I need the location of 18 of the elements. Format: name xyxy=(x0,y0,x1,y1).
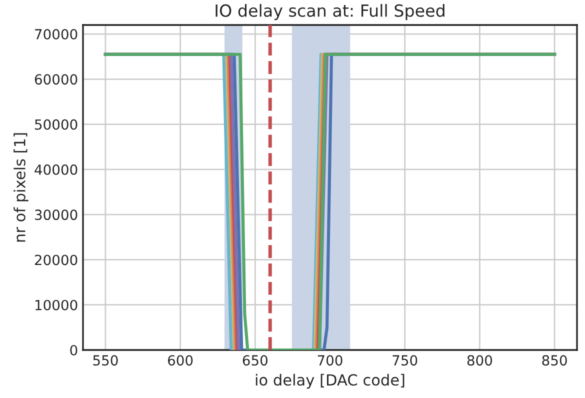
x-tick-label: 550 xyxy=(93,355,118,366)
y-tick-label: 30000 xyxy=(35,210,78,220)
x-tick-label: 650 xyxy=(242,355,268,366)
y-tick-label: 50000 xyxy=(35,119,78,130)
y-tick-label: 20000 xyxy=(34,254,78,266)
x-tick-label: 750 xyxy=(392,355,418,366)
y-tick-label: 10000 xyxy=(35,300,78,310)
y-tick-label: 40000 xyxy=(34,164,78,175)
chart-title: IO delay scan at: Full Speed xyxy=(216,4,444,20)
x-tick-label: 850 xyxy=(542,355,567,366)
y-tick-label: 70000 xyxy=(35,28,78,40)
x-tick-label: 700 xyxy=(318,355,342,366)
x-tick-label: 800 xyxy=(467,355,492,366)
x-tick-label: 600 xyxy=(168,355,193,366)
y-tick-label: 60000 xyxy=(34,74,78,85)
y-axis-title: nr of pixels [1] xyxy=(14,133,28,242)
x-axis-title: io delay [DAC code] xyxy=(256,374,404,389)
y-tick-label: 0 xyxy=(70,344,78,356)
